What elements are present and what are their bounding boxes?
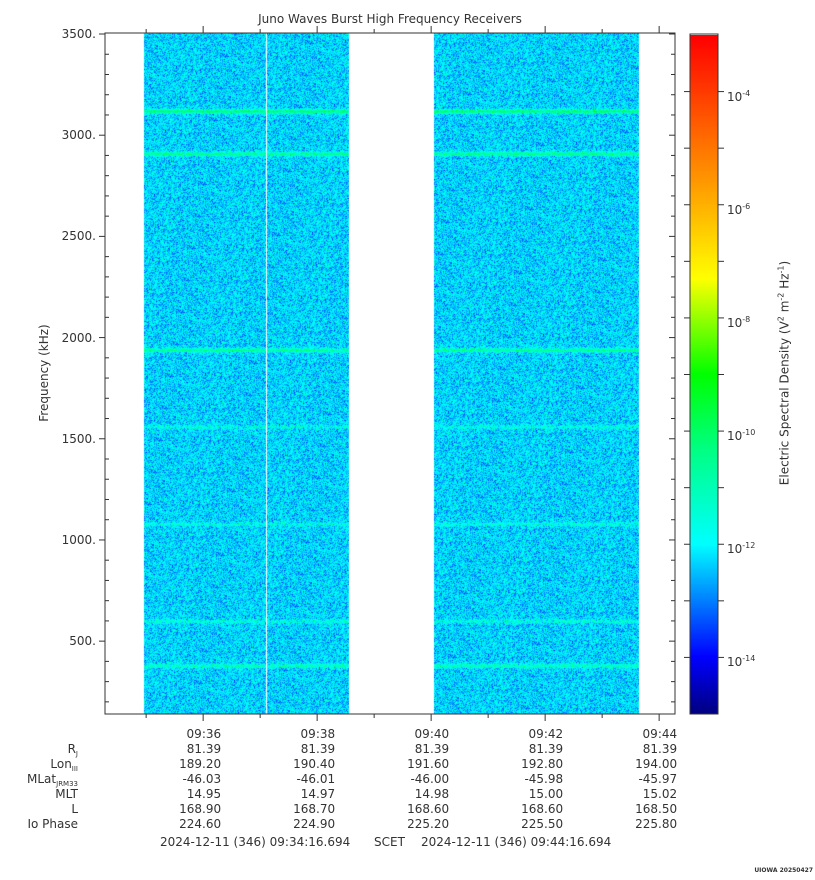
ephemeris-value: 191.60	[407, 757, 450, 771]
ephemeris-row-label: MLatJRM33	[27, 772, 78, 788]
colorbar-tick-label: 10-14	[727, 654, 756, 670]
ephemeris-row-label: L	[71, 802, 78, 816]
ephemeris-value: 168.60	[407, 802, 450, 816]
ephemeris-value: 168.70	[293, 802, 336, 816]
ephemeris-value: 189.20	[179, 757, 222, 771]
ephemeris-row-label: RJ	[67, 742, 78, 758]
y-tick-label: 3000.	[61, 128, 96, 143]
ephemeris-value: 81.39	[642, 742, 678, 756]
ephemeris-value: 192.80	[521, 757, 564, 771]
x-tick-label: 09:38	[300, 727, 336, 741]
x-tick-label: 09:42	[528, 727, 564, 741]
ephemeris-value: 81.39	[414, 742, 450, 756]
colorbar-gradient	[690, 35, 718, 714]
ephemeris-value: 224.90	[293, 817, 336, 831]
ephemeris-value: 14.98	[414, 787, 450, 801]
ephemeris-value: -45.98	[524, 772, 564, 786]
ephemeris-value: 168.90	[179, 802, 222, 816]
version-stamp: UIOWA 20250427	[754, 867, 813, 874]
ephemeris-value: -45.97	[638, 772, 678, 786]
y-tick-label: 3500.	[61, 27, 96, 41]
y-tick-label: 1500.	[61, 431, 96, 446]
y-tick-label: 1000.	[61, 532, 96, 547]
y-tick-label: 500.	[69, 634, 96, 649]
colorbar-label: Electric Spectral Density (V2 m-2 Hz-1)	[776, 260, 792, 486]
colorbar-frame	[689, 33, 719, 715]
colorbar-tick-label: 10-4	[727, 88, 751, 104]
ephemeris-row-label: Io Phase	[27, 817, 78, 831]
ephemeris-row-label: LonIII	[50, 757, 78, 773]
x-tick-label: 09:40	[414, 727, 450, 741]
ephemeris-value: 14.95	[186, 787, 222, 801]
ephemeris-value: 224.60	[179, 817, 222, 831]
ephemeris-value: 81.39	[300, 742, 336, 756]
time-system-label: SCET	[374, 835, 405, 849]
ephemeris-value: 225.80	[635, 817, 678, 831]
ephemeris-value: 81.39	[186, 742, 222, 756]
ephemeris-value: 14.97	[300, 787, 336, 801]
ephemeris-value: 81.39	[528, 742, 564, 756]
ephemeris-value: 194.00	[635, 757, 678, 771]
ephemeris-value: 225.20	[407, 817, 450, 831]
colorbar-tick-label: 10-8	[727, 314, 751, 330]
ephemeris-row-label: MLT	[55, 787, 78, 801]
colorbar-tick-label: 10-10	[727, 428, 756, 444]
ephemeris-value: 225.50	[521, 817, 564, 831]
spectrogram-image	[105, 33, 675, 714]
ephemeris-value: 168.50	[635, 802, 678, 816]
ephemeris-value: 190.40	[293, 757, 336, 771]
time-range-start: 2024-12-11 (346) 09:34:16.694	[160, 835, 351, 849]
colorbar-tick-label: 10-6	[727, 201, 751, 217]
ephemeris-value: -46.03	[182, 772, 222, 786]
ephemeris-value: -46.00	[410, 772, 450, 786]
plot-frame	[104, 32, 676, 715]
ephemeris-value: 15.00	[528, 787, 564, 801]
time-range-end: 2024-12-11 (346) 09:44:16.694	[421, 835, 612, 849]
chart-title: Juno Waves Burst High Frequency Receiver…	[258, 12, 522, 26]
ephemeris-value: 15.02	[642, 787, 678, 801]
x-tick-label: 09:44	[642, 727, 678, 741]
y-tick-label: 2500.	[61, 229, 96, 244]
colorbar-tick-label: 10-12	[727, 541, 756, 557]
ephemeris-value: -46.01	[296, 772, 336, 786]
ephemeris-value: 168.60	[521, 802, 564, 816]
y-tick-label: 2000.	[61, 330, 96, 345]
x-tick-label: 09:36	[186, 727, 222, 741]
